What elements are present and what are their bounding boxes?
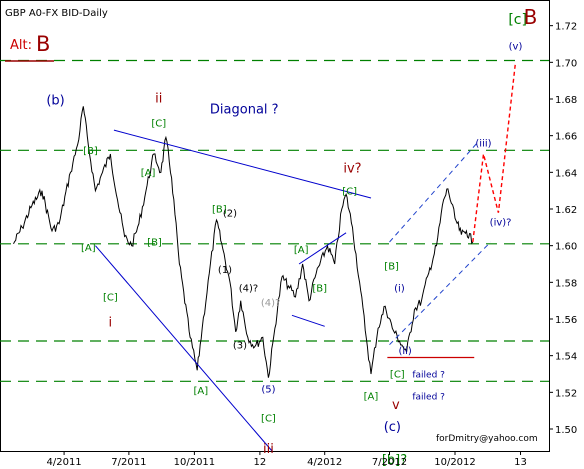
wave-label: (ii) bbox=[398, 346, 411, 357]
horizontal-levels bbox=[0, 59, 549, 382]
wave-label: iii bbox=[263, 442, 274, 457]
wave-label: [C] bbox=[390, 370, 405, 381]
wave-label: v bbox=[392, 398, 400, 413]
wave-label: (2) bbox=[223, 208, 237, 219]
wave-label: [B] bbox=[83, 146, 98, 157]
wave-label: [A] bbox=[193, 386, 208, 397]
y-tick-label: 1.66 bbox=[555, 132, 577, 143]
wave-label: [C] bbox=[342, 186, 357, 197]
forecast-path bbox=[472, 62, 517, 243]
wave-label: [A] bbox=[294, 245, 309, 256]
y-tick-label: 1.52 bbox=[555, 388, 577, 399]
y-tick-label: 1.60 bbox=[555, 242, 577, 253]
alt-prefix: Alt: bbox=[10, 38, 32, 53]
wave-label: failed ? bbox=[412, 393, 445, 403]
alt-value: B bbox=[36, 32, 50, 56]
y-tick-label: 1.54 bbox=[555, 352, 577, 363]
wave-label: [A] bbox=[81, 243, 96, 254]
wave-label: (1) bbox=[218, 265, 232, 276]
x-tick-label: 10/2011 bbox=[174, 457, 216, 468]
y-tick-label: 1.72 bbox=[555, 22, 577, 33]
wave-label: [C] bbox=[103, 293, 118, 304]
wave-label: B bbox=[524, 5, 538, 29]
wave-label: [B] bbox=[147, 238, 162, 249]
x-axis: 4/2011 7/2011 10/2011 12 4/2012 7/2012 10/2012… bbox=[46, 451, 527, 468]
y-tick-label: 1.62 bbox=[555, 205, 577, 216]
credit-text: forDmitry@yahoo.com bbox=[436, 434, 538, 444]
plot-frame bbox=[0, 0, 550, 452]
trendline bbox=[113, 129, 372, 199]
y-tick-label: 1.70 bbox=[555, 58, 577, 69]
x-tick-label: 4/2012 bbox=[307, 457, 342, 468]
wave-label: (c) bbox=[384, 420, 401, 435]
wave-label: [C] bbox=[261, 414, 276, 425]
x-tick-label: 7/2012 bbox=[372, 457, 407, 468]
wave-label: i bbox=[109, 315, 113, 330]
x-tick-label: 12 bbox=[254, 457, 267, 468]
price-series bbox=[13, 62, 517, 378]
wave-label: [B] bbox=[384, 262, 399, 273]
x-tick-label: 7/2011 bbox=[111, 457, 146, 468]
wave-label: (v) bbox=[509, 42, 523, 53]
y-tick-label: 1.68 bbox=[555, 95, 577, 106]
trendline bbox=[95, 245, 273, 452]
y-tick-label: 1.56 bbox=[555, 315, 577, 326]
wave-label: (b) bbox=[46, 94, 64, 109]
wave-label: [C] bbox=[151, 119, 166, 130]
wave-label: (i) bbox=[394, 284, 405, 295]
x-tick-label: 10/2012 bbox=[434, 457, 476, 468]
trendline bbox=[298, 232, 347, 265]
x-tick-label: 13 bbox=[514, 457, 527, 468]
wave-label: [A] bbox=[364, 392, 379, 403]
y-tick-label: 1.50 bbox=[555, 425, 577, 436]
channel-line bbox=[389, 241, 491, 346]
wave-label: [A] bbox=[141, 168, 156, 179]
y-axis: 1.50 1.52 1.54 1.56 1.58 1.60 1.62 1.64 1.66 1.68… bbox=[549, 22, 577, 436]
wave-label: failed ? bbox=[412, 371, 445, 381]
trendlines bbox=[95, 129, 491, 452]
y-tick-label: 1.58 bbox=[555, 278, 577, 289]
wave-label: (3) bbox=[233, 340, 247, 351]
trendline bbox=[291, 314, 325, 327]
wave-label: ii bbox=[155, 92, 162, 107]
wave-label: [B] bbox=[212, 205, 227, 216]
chart-title: GBP A0-FX BID-Daily bbox=[5, 8, 108, 19]
wave-label: (iii) bbox=[475, 139, 491, 150]
wave-labels: (b) ii [C] [B] [A] [B] [A] [C] i [A] Diagonal ? [B]… bbox=[46, 5, 537, 468]
wave-label: (iv)? bbox=[490, 218, 512, 229]
wave-label: (4)? bbox=[261, 298, 280, 309]
channel-line bbox=[389, 142, 478, 243]
wave-label: [B] bbox=[312, 284, 327, 295]
y-tick-label: 1.64 bbox=[555, 168, 577, 179]
wave-label: iv? bbox=[343, 161, 361, 176]
price-line bbox=[13, 106, 474, 378]
wave-label: (5) bbox=[261, 384, 275, 395]
wave-label: [b]? bbox=[382, 453, 407, 468]
alt-scenario-label: Alt: B bbox=[5, 32, 54, 62]
wave-label: [c] bbox=[508, 12, 527, 28]
wave-label: (4)? bbox=[239, 284, 258, 295]
wave-label: Diagonal ? bbox=[210, 103, 279, 118]
x-tick-label: 4/2011 bbox=[46, 457, 81, 468]
